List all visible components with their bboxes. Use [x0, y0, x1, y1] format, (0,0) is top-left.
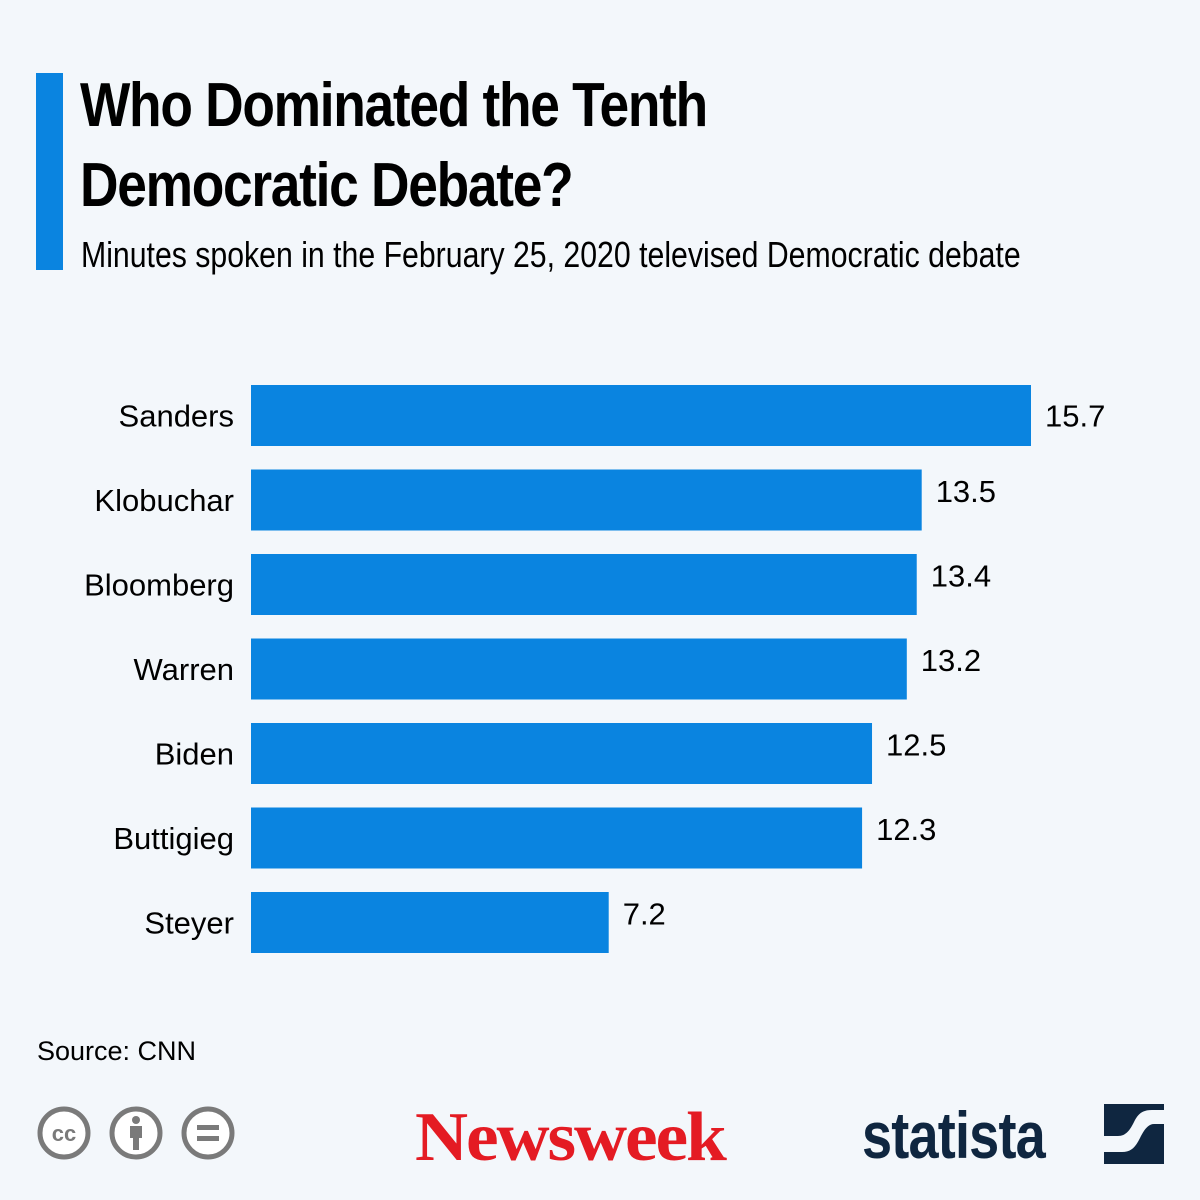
value-label: 15.7	[1045, 399, 1105, 434]
bar-warren	[251, 638, 907, 700]
bar-klobuchar	[251, 469, 922, 531]
value-label: 13.5	[936, 474, 996, 509]
bar-steyer	[251, 892, 609, 953]
category-label: Warren	[134, 652, 234, 687]
category-label: Steyer	[144, 906, 234, 941]
bar-biden	[251, 723, 873, 784]
bar-buttigieg	[251, 807, 863, 869]
title-line-2: Democratic Debate?	[80, 151, 574, 220]
category-label: Buttigieg	[113, 821, 234, 856]
statista-mark-icon	[1104, 1104, 1164, 1164]
source-note: Source: CNN	[37, 1036, 197, 1066]
category-label: Bloomberg	[84, 568, 234, 603]
value-label: 13.2	[921, 643, 981, 678]
chart-subtitle: Minutes spoken in the February 25, 2020 …	[81, 234, 1021, 275]
chart-title: Who Dominated the Tenth Democratic Debat…	[80, 66, 1009, 226]
svg-text:cc: cc	[52, 1121, 76, 1146]
value-label: 12.3	[876, 812, 936, 847]
category-label: Klobuchar	[94, 483, 234, 518]
attribution-icon	[109, 1106, 163, 1160]
value-label: 13.4	[931, 559, 991, 594]
title-line-1: Who Dominated the Tenth	[80, 71, 708, 140]
value-label: 7.2	[623, 897, 666, 932]
no-derivatives-icon	[181, 1106, 235, 1160]
category-label: Biden	[155, 737, 234, 772]
value-label: 12.5	[886, 728, 946, 763]
statista-logo: statista	[862, 1098, 1046, 1172]
category-label: Sanders	[119, 399, 234, 434]
bar-bloomberg	[251, 554, 917, 615]
newsweek-logo: Newsweek	[415, 1099, 727, 1176]
cc-icon: cc	[37, 1106, 91, 1160]
bar-chart: Sanders 15.7 Klobuchar 13.5 Bloomberg 13.4 War…	[84, 385, 1105, 953]
bar-sanders	[251, 385, 1031, 446]
title-accent-bar	[36, 73, 63, 270]
